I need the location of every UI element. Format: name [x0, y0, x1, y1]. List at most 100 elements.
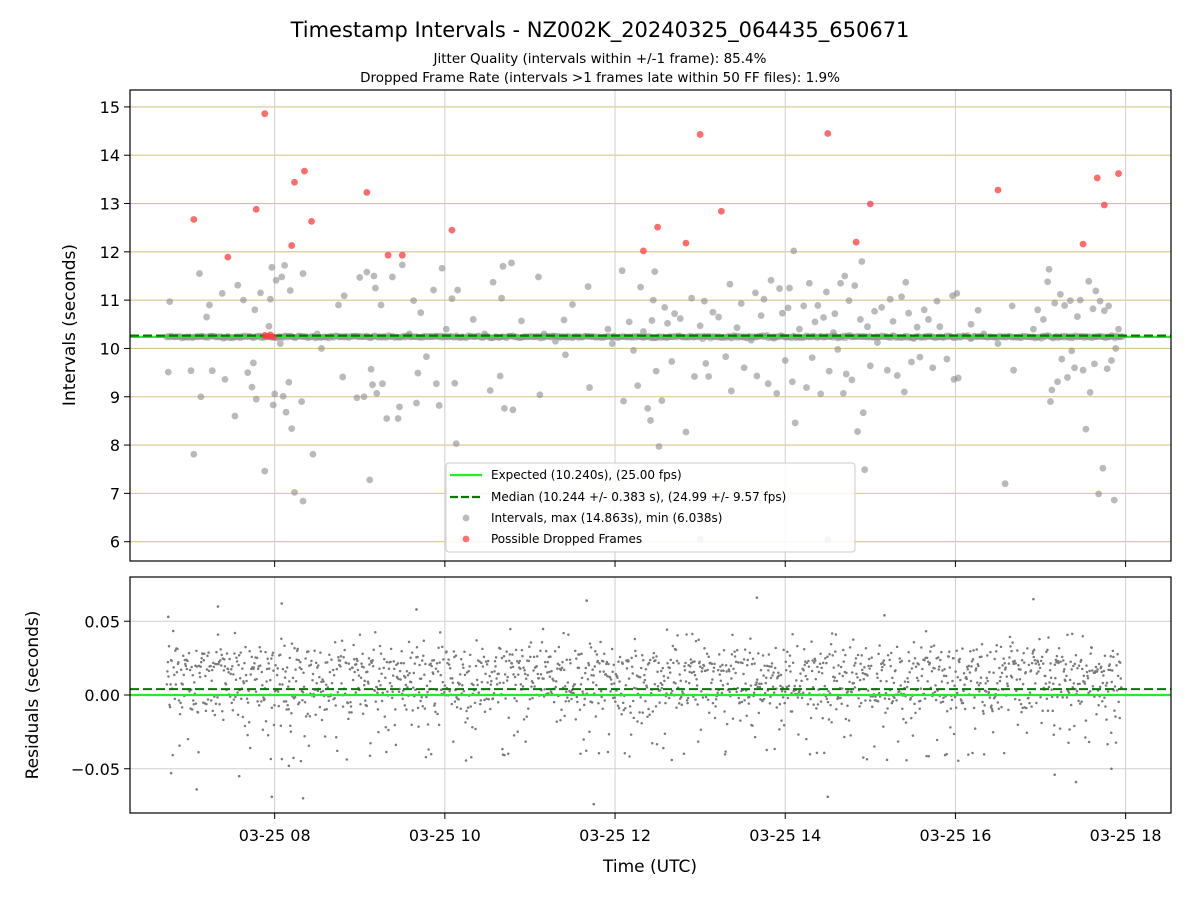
residual-point: [376, 708, 380, 711]
residual-point: [210, 668, 214, 672]
residual-point: [653, 683, 657, 686]
residual-point: [216, 605, 220, 608]
dropped-frame-point: [718, 207, 725, 215]
residual-point: [1065, 674, 1068, 678]
residual-point: [439, 673, 442, 677]
interval-point: [413, 399, 420, 407]
residual-point: [553, 650, 557, 653]
residual-point: [984, 682, 987, 685]
residual-point: [197, 750, 200, 754]
residual-point: [743, 698, 746, 702]
residual-point: [890, 701, 894, 705]
residual-point: [480, 680, 484, 684]
residual-point: [644, 668, 648, 671]
interval-point: [618, 267, 626, 275]
residual-point: [666, 676, 670, 679]
residual-point: [714, 698, 718, 701]
residual-point: [306, 712, 309, 716]
residual-point: [342, 655, 345, 659]
residual-point: [730, 653, 734, 656]
dropped-frame-point: [448, 226, 456, 234]
residual-point: [205, 668, 209, 671]
interval-point: [469, 316, 477, 323]
residual-point: [667, 696, 671, 700]
interval-point: [432, 380, 440, 388]
residual-point: [526, 673, 529, 677]
residual-point: [1061, 696, 1064, 699]
residual-point: [1065, 696, 1069, 699]
residual-point: [448, 667, 452, 670]
legend-median-label: Median (10.244 +/- 0.383 s), (24.99 +/- …: [491, 490, 786, 504]
residual-point: [359, 703, 362, 706]
residual-point: [621, 662, 624, 665]
residual-point: [346, 701, 350, 705]
residual-point: [441, 645, 444, 649]
residual-point: [1074, 780, 1078, 784]
residual-point: [944, 674, 948, 678]
residual-point: [582, 738, 585, 741]
dropped-frame-point: [301, 167, 308, 175]
residual-point: [693, 673, 697, 677]
residual-point: [246, 733, 249, 737]
residual-point: [920, 674, 924, 678]
residual-point: [750, 662, 754, 666]
residual-point: [302, 685, 306, 688]
residual-point: [387, 667, 391, 670]
interval-point: [671, 310, 679, 318]
residual-point: [479, 699, 483, 702]
residual-point: [424, 662, 427, 666]
residual-point: [894, 669, 897, 672]
residual-point: [565, 690, 568, 693]
residual-point: [1001, 664, 1004, 667]
residual-point: [742, 672, 745, 676]
residual-point: [356, 659, 359, 663]
residual-point: [1087, 740, 1091, 744]
residual-point: [241, 667, 244, 670]
residual-point: [240, 697, 243, 701]
residual-point: [999, 675, 1002, 679]
residual-point: [248, 649, 251, 653]
residual-point: [652, 651, 656, 655]
residual-point: [790, 710, 794, 713]
residual-point: [726, 682, 729, 686]
residual-point: [1009, 645, 1012, 648]
residual-point: [806, 677, 809, 681]
residual-point: [864, 647, 868, 650]
residual-point: [222, 718, 225, 722]
residual-point: [991, 709, 994, 713]
residual-point: [998, 666, 1001, 670]
residual-point: [248, 746, 252, 750]
residual-point: [848, 646, 852, 649]
residual-point: [724, 664, 728, 667]
residual-point: [307, 650, 310, 653]
interval-point: [1079, 366, 1087, 374]
residual-point: [677, 702, 681, 705]
residual-point: [453, 655, 456, 659]
residual-point: [617, 660, 620, 663]
residual-point: [321, 689, 325, 693]
residual-point: [1066, 633, 1069, 637]
residual-point: [1114, 741, 1118, 744]
residual-point: [862, 756, 865, 759]
residual-point: [1077, 664, 1081, 667]
residual-point: [337, 656, 340, 659]
interval-point: [647, 417, 654, 424]
residual-point: [447, 658, 450, 661]
residual-point: [319, 651, 322, 654]
residual-point: [216, 696, 219, 699]
residual-point: [762, 697, 766, 701]
residual-point: [513, 675, 517, 679]
residual-point: [261, 728, 265, 731]
residual-point: [562, 631, 565, 635]
residual-point: [1027, 696, 1030, 700]
residual-point: [316, 689, 320, 693]
residual-point: [746, 658, 750, 662]
residual-point: [258, 645, 261, 649]
residual-point: [365, 704, 369, 708]
residual-point: [989, 650, 992, 654]
residual-point: [511, 653, 514, 656]
interval-point: [288, 425, 296, 433]
residual-point: [260, 700, 263, 703]
residual-point: [264, 650, 267, 654]
residual-point: [303, 735, 306, 738]
